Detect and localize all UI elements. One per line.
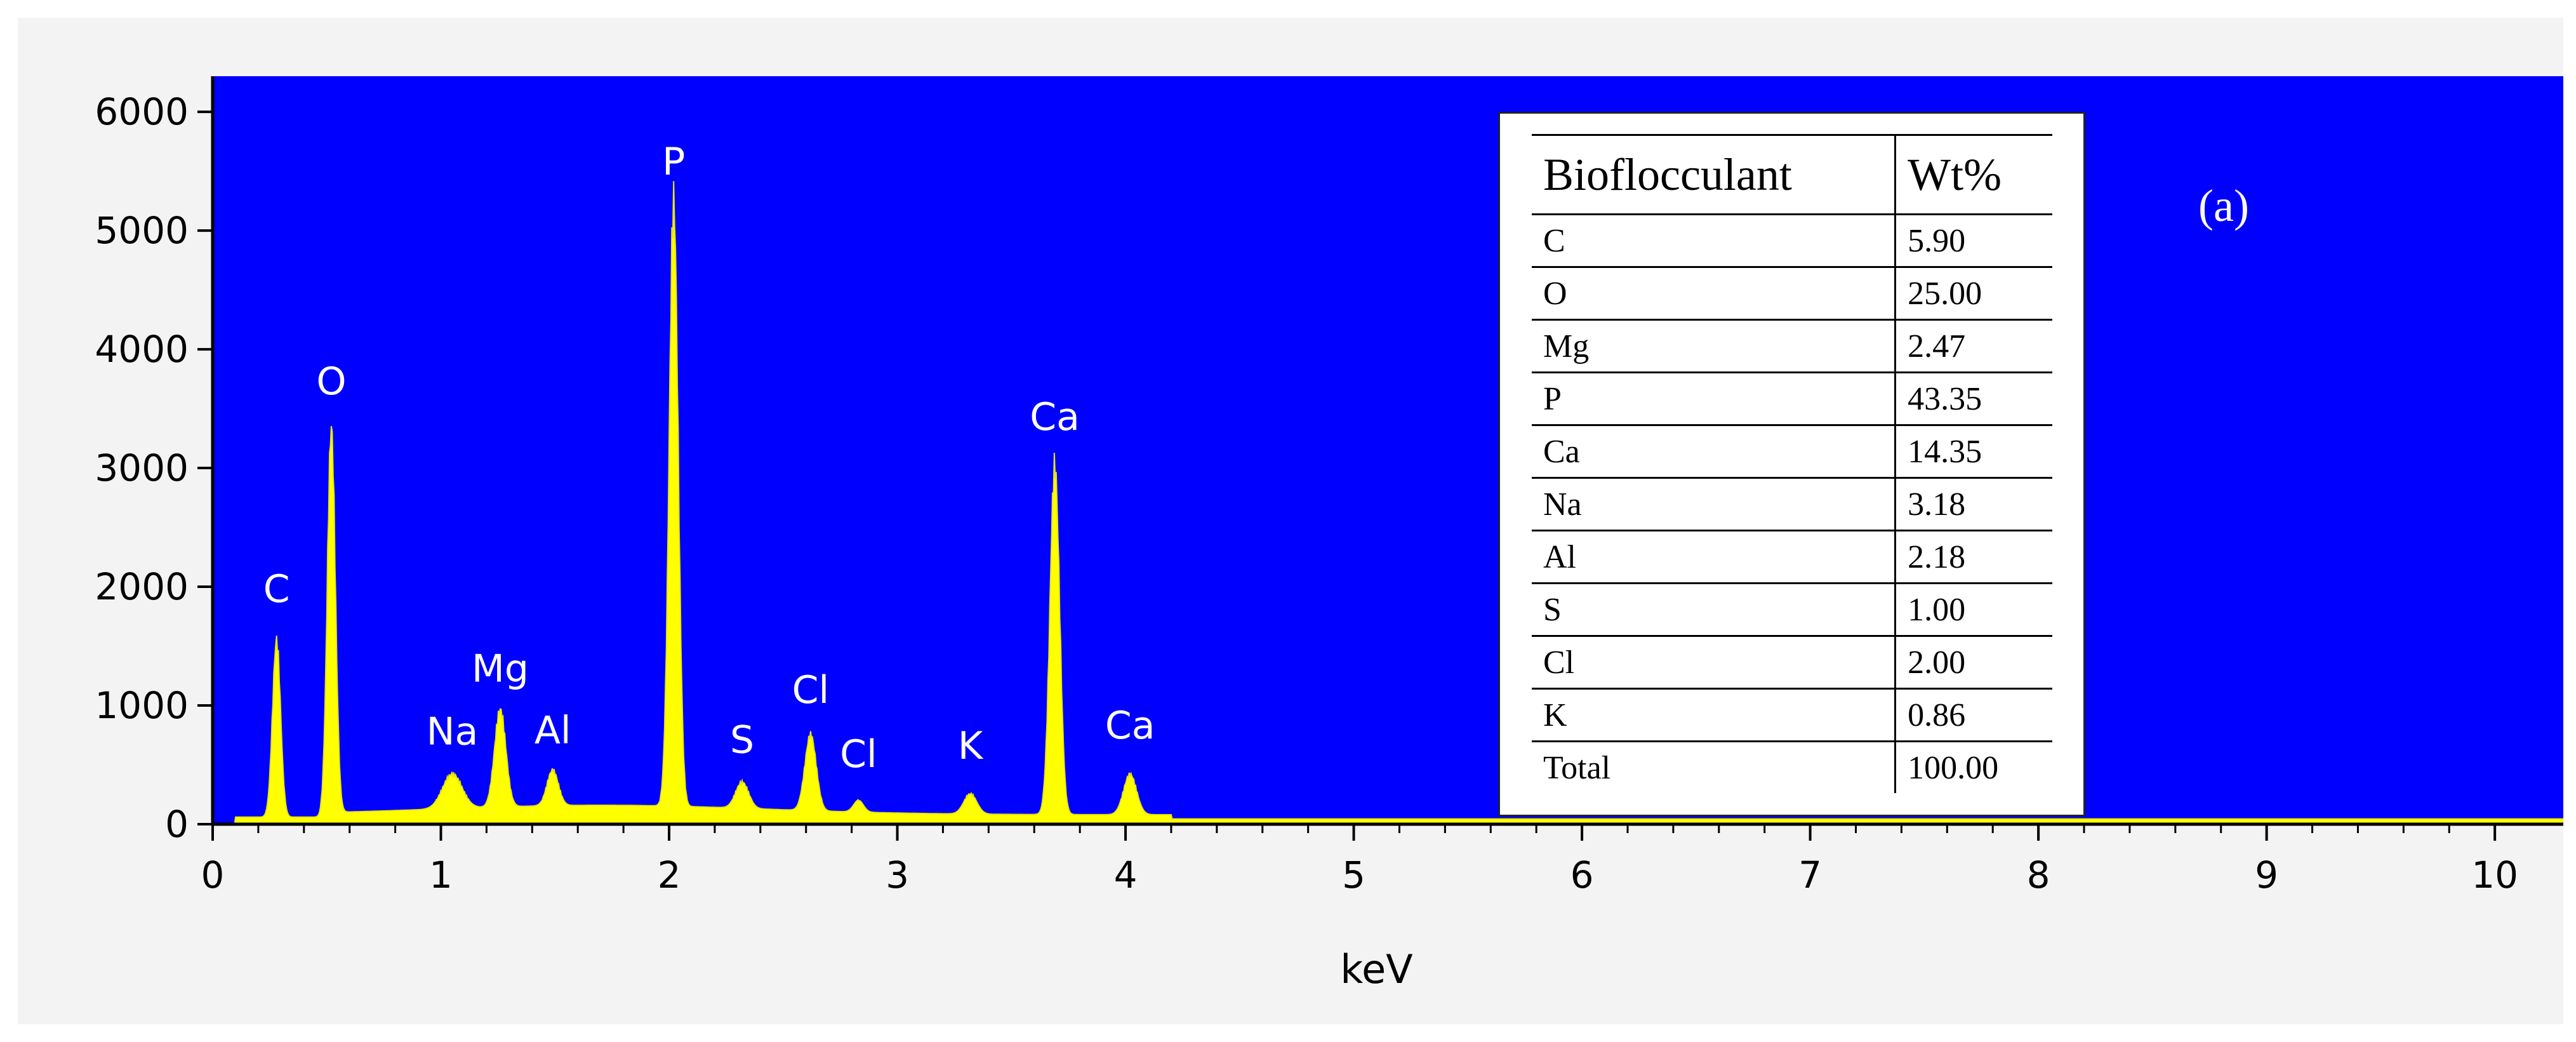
x-tick-label: 5 <box>1342 853 1365 897</box>
peak-label: Ca <box>1030 395 1080 439</box>
table-row: P 43.35 <box>1532 371 2052 426</box>
plot-area <box>213 76 2563 824</box>
table-cell-element: Total <box>1532 740 1897 793</box>
spectrum-series <box>213 181 2563 825</box>
x-tick-label: 4 <box>1114 853 1138 897</box>
table-cell-wt: 3.18 <box>1894 477 2052 531</box>
y-tick-label: 3000 <box>95 446 189 490</box>
table-row: Na 3.18 <box>1532 477 2052 531</box>
peak-label: Al <box>534 709 571 753</box>
x-tick-label: 8 <box>2027 853 2050 897</box>
table-cell-wt: 0.86 <box>1894 688 2052 742</box>
table-cell-wt: 2.00 <box>1894 635 2052 690</box>
table-header-wt: Wt% <box>1894 134 2052 215</box>
table-cell-element: P <box>1532 371 1897 426</box>
table-row: Total 100.00 <box>1532 740 2052 793</box>
table-row: Mg 2.47 <box>1532 319 2052 373</box>
table-cell-wt: 2.47 <box>1894 319 2052 373</box>
table-cell-wt: 100.00 <box>1894 740 2052 793</box>
x-tick-label: 1 <box>429 853 453 897</box>
table-row: Al 2.18 <box>1532 530 2052 584</box>
table-cell-element: Ca <box>1532 424 1897 479</box>
x-tick-label: 6 <box>1570 853 1594 897</box>
composition-table: Bioflocculant Wt% C 5.90 O 25.00 Mg 2.47 P 43.3… <box>1532 134 2052 793</box>
x-tick-label: 10 <box>2471 853 2518 897</box>
peak-label: Cl <box>792 668 830 712</box>
table-cell-wt: 5.90 <box>1894 213 2052 268</box>
table-row: O 25.00 <box>1532 266 2052 321</box>
table-row: C 5.90 <box>1532 213 2052 268</box>
y-tick-label: 0 <box>165 803 189 846</box>
peak-label: Na <box>427 710 479 754</box>
y-tick-label: 5000 <box>95 209 189 252</box>
spectrum-area <box>213 181 2563 825</box>
table-cell-element: Cl <box>1532 635 1897 690</box>
peak-label: K <box>958 724 984 768</box>
x-tick-label: 9 <box>2255 853 2278 897</box>
axes: 0 1000 2000 3000 4000 5000 6000 0 1 2 3 4 5 6 7 8 9 10 <box>95 76 2563 897</box>
peak-label: P <box>662 140 685 184</box>
panel-label: (a) <box>2198 180 2249 231</box>
y-tick-label: 1000 <box>95 684 189 727</box>
table-cell-element: C <box>1532 213 1897 268</box>
table-cell-wt: 43.35 <box>1894 371 2052 426</box>
y-tick-label: 4000 <box>95 328 189 371</box>
table-cell-element: Na <box>1532 477 1897 531</box>
x-tick-label: 2 <box>658 853 681 897</box>
table-row: Cl 2.00 <box>1532 635 2052 690</box>
x-tick-label: 3 <box>886 853 909 897</box>
peak-label: Cl <box>840 732 877 777</box>
table-cell-wt: 2.18 <box>1894 530 2052 584</box>
table-cell-element: K <box>1532 688 1897 742</box>
peak-label: O <box>316 359 346 404</box>
table-cell-wt: 14.35 <box>1894 424 2052 479</box>
x-axis-title: keV <box>1340 946 1412 992</box>
peak-label: C <box>263 567 290 611</box>
table-cell-wt: 1.00 <box>1894 582 2052 637</box>
table-row: Ca 14.35 <box>1532 424 2052 479</box>
peak-label: S <box>730 718 754 763</box>
table-body: C 5.90 O 25.00 Mg 2.47 P 43.35 Ca 14.35 Na 3.18 Al 2.… <box>1532 213 2052 793</box>
table-header-row: Bioflocculant Wt% <box>1532 134 2052 215</box>
x-tick-label: 7 <box>1798 853 1822 897</box>
peak-label: Mg <box>472 646 529 691</box>
composition-table-box: Bioflocculant Wt% C 5.90 O 25.00 Mg 2.47 P 43.3… <box>1498 112 2085 817</box>
table-row: K 0.86 <box>1532 688 2052 742</box>
table-cell-wt: 25.00 <box>1894 266 2052 321</box>
table-cell-element: Al <box>1532 530 1897 584</box>
y-tick-label: 6000 <box>95 90 189 133</box>
table-cell-element: O <box>1532 266 1897 321</box>
x-tick-label: 0 <box>201 853 225 897</box>
peak-label: Ca <box>1105 704 1155 748</box>
table-header-element: Bioflocculant <box>1532 134 1897 215</box>
y-tick-label: 2000 <box>95 565 189 608</box>
table-cell-element: Mg <box>1532 319 1897 373</box>
table-cell-element: S <box>1532 582 1897 637</box>
table-row: S 1.00 <box>1532 582 2052 637</box>
